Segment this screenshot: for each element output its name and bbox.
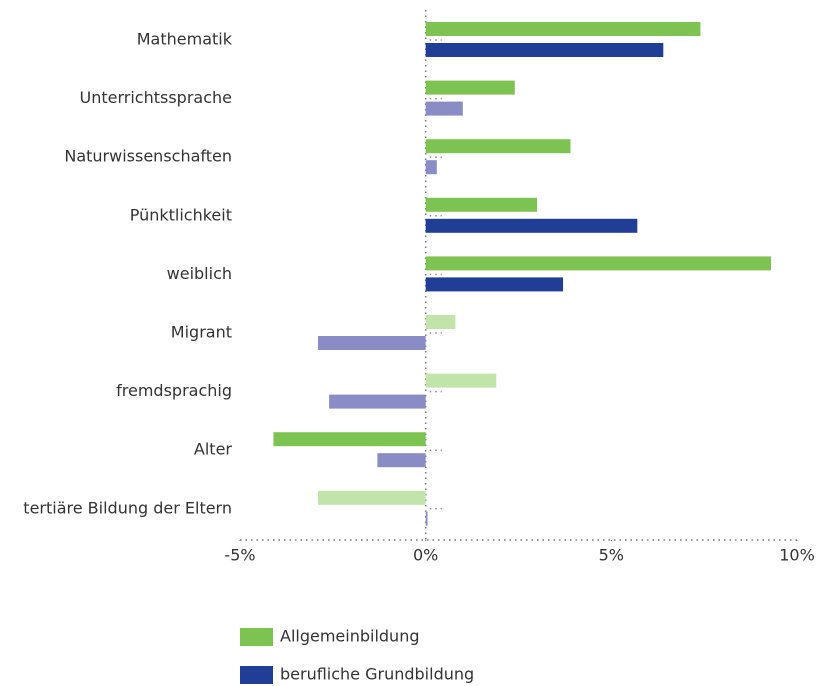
bar <box>317 336 426 350</box>
category-label: tertiäre Bildung der Eltern <box>23 498 232 517</box>
category-label: Unterrichtssprache <box>80 88 233 107</box>
legend-swatch <box>240 666 273 684</box>
legend-label: Allgemeinbildung <box>280 627 420 646</box>
bar <box>425 197 538 212</box>
category-label: Migrant <box>171 323 232 342</box>
bar <box>329 394 426 409</box>
x-tick-label: 0% <box>413 546 438 565</box>
bar <box>377 453 426 468</box>
x-tick-label: 10% <box>779 546 815 565</box>
bar <box>317 490 426 505</box>
category-label: Mathematik <box>137 30 233 49</box>
bar <box>425 218 638 233</box>
bar <box>425 256 772 271</box>
bar <box>425 22 701 36</box>
bar <box>425 101 463 116</box>
category-label: Alter <box>194 440 233 459</box>
bar <box>425 315 456 329</box>
category-label: weiblich <box>167 264 232 283</box>
category-label: Pünktlichkeit <box>130 205 232 224</box>
bar <box>425 139 571 154</box>
x-tick-label: 5% <box>599 546 624 565</box>
x-tick-label: -5% <box>224 546 255 565</box>
bar <box>425 80 515 95</box>
legend-label: berufliche Grundbildung <box>280 665 474 684</box>
legend-swatch <box>240 628 273 646</box>
category-label: Naturwissenschaften <box>64 147 232 166</box>
bar <box>425 277 564 292</box>
category-label: fremdsprachig <box>116 381 232 400</box>
bar <box>273 432 426 447</box>
bar <box>425 160 437 175</box>
bar <box>425 373 497 388</box>
bar <box>425 511 428 526</box>
bar <box>425 43 664 57</box>
